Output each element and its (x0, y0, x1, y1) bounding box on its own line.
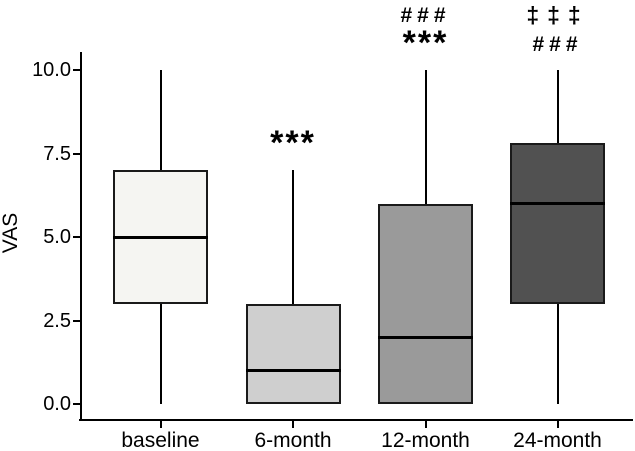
x-axis-line (79, 419, 633, 421)
annotation-24-month-line1: ‡‡‡ (526, 2, 589, 28)
median-baseline (113, 235, 208, 239)
y-axis-line (80, 52, 82, 421)
box-24-month (510, 143, 605, 304)
x-axis-tick (424, 421, 427, 428)
y-tick-label: 5.0 (43, 226, 71, 248)
x-tick-label-24-month: 24-month (513, 429, 602, 451)
annotation-6-month-line1: *** (270, 124, 316, 163)
y-axis-tick (73, 319, 80, 322)
whisker-upper-baseline (159, 70, 162, 171)
x-tick-label-12-month: 12-month (381, 429, 470, 451)
median-12-month (378, 335, 473, 339)
y-axis-tick (73, 69, 80, 71)
y-tick-label: 2.5 (43, 309, 71, 332)
whisker-lower-baseline (159, 303, 162, 404)
x-axis-tick (159, 421, 162, 428)
x-tick-label-6-month: 6-month (254, 429, 332, 451)
x-axis-tick (556, 421, 559, 428)
median-24-month (510, 202, 605, 206)
y-axis-tick (73, 236, 80, 238)
annotation-12-month-line2: *** (402, 24, 449, 62)
y-tick-label: 0.0 (43, 393, 71, 415)
y-axis-tick (73, 403, 80, 405)
whisker-lower-24-month (556, 303, 559, 404)
y-tick-label: 7.5 (43, 142, 71, 165)
box-6-month (245, 303, 341, 404)
whisker-upper-12-month (424, 70, 427, 204)
median-6-month (245, 369, 341, 373)
y-axis-tick (73, 152, 80, 155)
box-12-month (378, 203, 473, 404)
y-tick-label: 10.0 (32, 59, 71, 81)
whisker-upper-6-month (292, 170, 294, 304)
x-axis-tick (292, 421, 294, 428)
annotation-24-month-line2: ### (532, 33, 583, 56)
x-tick-label-baseline: baseline (121, 429, 200, 451)
whisker-upper-24-month (556, 70, 559, 144)
annotation-12-month-line1: ### (400, 4, 451, 27)
